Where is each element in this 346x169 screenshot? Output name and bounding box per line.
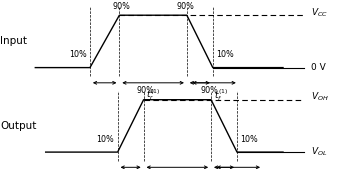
Text: 90%: 90% [176,2,194,11]
Text: 90%: 90% [136,87,154,95]
Text: 10%: 10% [240,135,258,144]
Text: Output: Output [0,121,36,131]
Text: 10%: 10% [97,135,114,144]
Text: $V_{OL}$: $V_{OL}$ [311,146,328,158]
Text: Input: Input [0,36,27,46]
Text: $V_{CC}$: $V_{CC}$ [311,6,328,19]
Text: 90%: 90% [112,2,130,11]
Text: $t_f^{(1)}$: $t_f^{(1)}$ [214,87,229,103]
Text: 10%: 10% [216,50,234,59]
Text: 0 V: 0 V [311,63,326,72]
Text: $V_{OH}$: $V_{OH}$ [311,91,329,103]
Text: 10%: 10% [69,50,86,59]
Text: $t_r^{(1)}$: $t_r^{(1)}$ [146,87,160,102]
Text: 90%: 90% [200,87,218,95]
